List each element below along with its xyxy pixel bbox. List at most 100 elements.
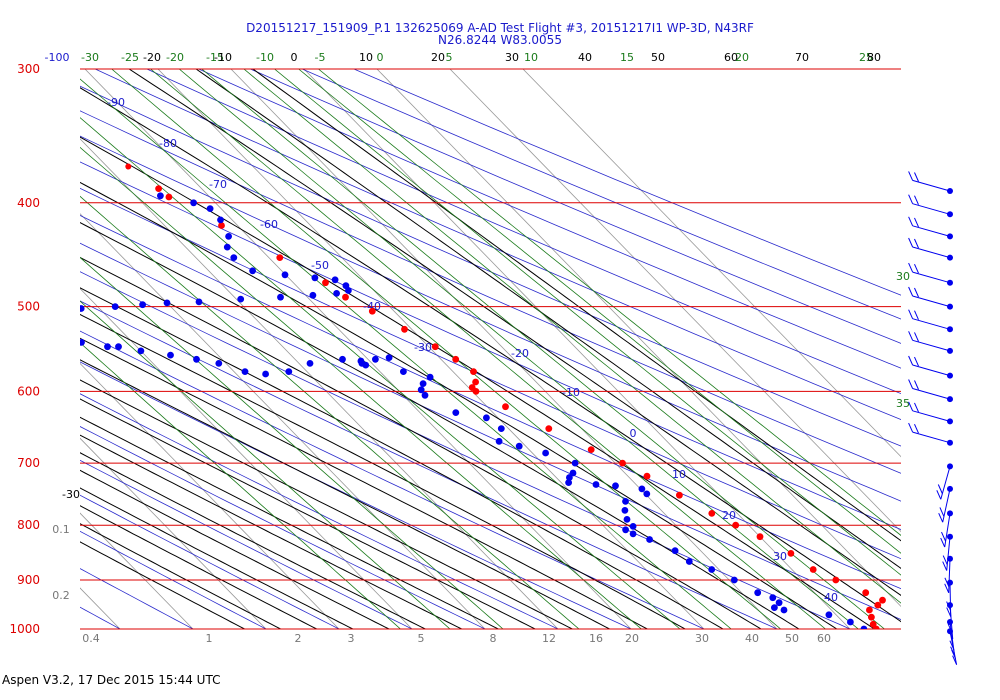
temperature-point — [619, 459, 626, 467]
top-axis-label: -30 — [81, 51, 99, 64]
bottom-axis-label: 40 — [745, 632, 759, 645]
bottom-axis-label: 12 — [542, 632, 556, 645]
moist-adiabat-line — [80, 505, 318, 629]
temperature-point — [676, 491, 683, 499]
dewpoint-point — [565, 479, 572, 486]
dry-adiabat-line — [80, 361, 632, 629]
dewpoint-point — [223, 243, 231, 251]
mixing-ratio-line — [149, 69, 827, 629]
dry-adiabat-line — [80, 459, 413, 629]
top-axis-label: -10 — [256, 51, 274, 64]
dewpoint-point — [638, 485, 646, 493]
moist-adiabat-line — [80, 469, 391, 629]
bottom-axis-label: 50 — [785, 632, 799, 645]
dewpoint-point — [262, 370, 269, 378]
dewpoint-point — [167, 351, 174, 359]
temperature-point — [756, 533, 764, 541]
dry-adiabat-label: 30 — [773, 550, 787, 563]
temperature-point — [368, 307, 376, 315]
dewpoint-point — [190, 199, 198, 207]
side-label: 30 — [896, 270, 910, 283]
temperature-point — [165, 193, 173, 201]
mixing-ratio-line — [80, 256, 504, 629]
top-axis-label: 10 — [359, 51, 373, 64]
dewpoint-point — [80, 305, 85, 312]
wind-barb-staff — [944, 513, 951, 548]
temperature-point — [452, 355, 460, 363]
top-axis-label: -20 — [143, 51, 161, 64]
dewpoint-point — [571, 459, 579, 467]
bottom-axis-label: 1 — [206, 632, 213, 645]
dewpoint-point — [483, 414, 490, 422]
wind-barb-feather — [914, 423, 919, 434]
dewpoint-point — [622, 498, 629, 505]
wind-barb-feather — [914, 356, 919, 367]
dry-adiabat-label: -40 — [363, 300, 381, 313]
mixing-ratio-line — [80, 117, 681, 629]
dewpoint-point — [285, 368, 293, 375]
isotherm-line — [84, 69, 632, 629]
top-axis-label: 80 — [867, 51, 881, 64]
top-axis-label: 20 — [431, 51, 445, 64]
mixing-ratio-line — [80, 300, 451, 629]
wind-barb — [908, 171, 953, 194]
footer-version-label: Aspen V3.2, 17 Dec 2015 15:44 UTC — [2, 673, 221, 687]
wind-barb-feather — [908, 262, 914, 273]
dewpoint-point — [860, 625, 868, 629]
dewpoint-point — [421, 391, 429, 399]
dry-adiabat-label: -80 — [159, 137, 177, 150]
dewpoint-point — [277, 293, 284, 301]
wind-barb-feather — [952, 655, 958, 665]
wind-barb-feather — [908, 216, 914, 227]
temperature-point — [862, 589, 870, 597]
temperature-point — [545, 425, 553, 432]
dry-adiabat-label: -70 — [209, 178, 227, 191]
moist-adiabat-line — [80, 487, 354, 629]
dewpoint-point — [612, 482, 619, 490]
dewpoint-point — [685, 558, 693, 565]
wind-barb-feather — [908, 309, 914, 319]
dewpoint-point — [769, 594, 777, 602]
isotherm-line — [80, 287, 413, 629]
dewpoint-point — [621, 507, 629, 514]
wind-barb-staff — [942, 488, 951, 523]
wind-barb-staff — [912, 225, 951, 237]
wind-barb-feather — [914, 402, 919, 413]
isotherm-line — [80, 512, 194, 629]
temperature-point — [155, 185, 163, 193]
moist-adiabat-line — [80, 337, 649, 629]
wind-barb-staff — [912, 339, 951, 352]
side-label: -30 — [62, 488, 80, 501]
dry-adiabat-line — [352, 69, 901, 296]
wind-barb — [908, 379, 953, 403]
wind-barb-feather — [908, 194, 914, 204]
pressure-label: 900 — [17, 573, 40, 587]
dewpoint-point — [306, 360, 314, 367]
wind-barb — [940, 510, 953, 548]
dewpoint-point — [730, 576, 738, 584]
wind-barb-feather — [944, 583, 950, 594]
dewpoint-point — [775, 599, 783, 607]
moist-adiabat-line — [80, 222, 800, 629]
dewpoint-point — [569, 469, 577, 477]
isotherm-line — [80, 362, 340, 629]
dewpoint-point — [780, 606, 788, 614]
dewpoint-point — [195, 298, 203, 306]
dewpoint-point — [215, 360, 223, 367]
mixing-ratio-line — [243, 69, 901, 604]
moist-adiabat-line — [128, 69, 901, 597]
dewpoint-point — [230, 254, 238, 261]
dewpoint-point — [400, 368, 407, 375]
dewpoint-point — [193, 355, 200, 363]
dewpoint-point — [249, 267, 256, 275]
temperature-point — [874, 601, 882, 609]
mixing-ratio-line — [273, 69, 901, 576]
dewpoint-point — [629, 530, 637, 538]
pressure-label: 800 — [17, 518, 40, 532]
pressure-label: 400 — [17, 196, 40, 210]
isotherm-line — [303, 69, 851, 629]
wind-barb-feather — [908, 171, 914, 181]
temperature-point — [868, 613, 875, 621]
pressure-label: 700 — [17, 456, 40, 470]
